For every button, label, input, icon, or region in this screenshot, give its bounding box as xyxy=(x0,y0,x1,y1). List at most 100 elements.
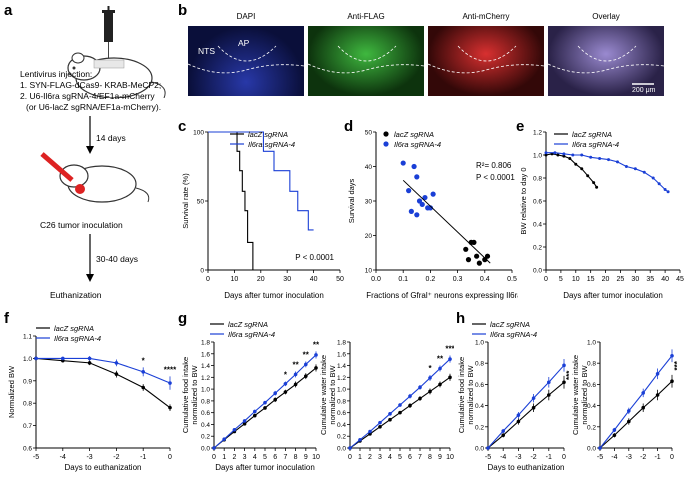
y-tick-label: 1.1 xyxy=(23,334,32,341)
x-tick-label: -5 xyxy=(33,454,39,461)
y-tick-label: 0.6 xyxy=(475,382,484,389)
significance-marker: **** xyxy=(164,365,177,374)
data-point xyxy=(580,167,584,171)
data-point xyxy=(419,201,425,208)
r-squared-annotation: R²= 0.806 xyxy=(476,161,512,170)
data-point xyxy=(388,412,392,416)
x-axis-label: Days after tumor inoculation xyxy=(215,463,315,472)
legend-label: lacZ sgRNA xyxy=(394,130,434,139)
data-point xyxy=(531,396,536,400)
data-point xyxy=(553,151,557,155)
data-point xyxy=(428,389,432,394)
data-point xyxy=(627,409,631,413)
x-axis-label: Days after tumor inoculation xyxy=(563,291,663,300)
data-point xyxy=(438,366,442,371)
data-point xyxy=(398,403,402,407)
data-point xyxy=(408,394,412,398)
data-point xyxy=(378,425,382,429)
y-tick-label: 0.2 xyxy=(201,434,210,441)
x-tick-label: -2 xyxy=(113,454,119,461)
data-point xyxy=(501,433,505,438)
series-line xyxy=(487,381,565,449)
data-point xyxy=(562,152,566,156)
series-line xyxy=(599,380,673,449)
x-tick-label: 0.2 xyxy=(426,276,436,283)
data-point xyxy=(263,400,267,405)
data-point xyxy=(427,205,433,211)
legend-label: Il6ra sgRNA-4 xyxy=(572,140,619,149)
x-axis-label: Days to euthanization xyxy=(65,463,142,472)
data-point xyxy=(641,405,645,410)
data-point xyxy=(263,406,267,410)
micrograph-dapi: NTS AP xyxy=(188,26,304,96)
x-tick-label: -4 xyxy=(611,454,617,461)
significance-marker: *** xyxy=(565,370,574,380)
data-point xyxy=(253,409,257,414)
data-point xyxy=(544,153,548,157)
panel-letter-c: c xyxy=(178,118,187,135)
series-line xyxy=(208,131,314,231)
y-tick-label: 30 xyxy=(365,199,373,206)
data-point xyxy=(114,361,119,365)
legend-marker xyxy=(383,141,389,147)
y-tick-label: 1.8 xyxy=(201,340,210,347)
chart-g-water: 0 1 2 3 4 5 6 7 8 9 10 0.0 0.2 0.4 0.6 0.8 1.0 1.2 1.4 1.6 1… xyxy=(319,340,454,462)
x-tick-label: 10 xyxy=(446,454,454,461)
injection-title: Lentivirus injection: xyxy=(20,69,93,79)
data-point xyxy=(242,422,247,426)
y-tick-label: 1.0 xyxy=(533,153,542,160)
y-tick-label: 0.2 xyxy=(337,434,346,441)
label-nts: NTS xyxy=(198,46,215,56)
y-tick-label: 50 xyxy=(365,130,373,137)
data-point xyxy=(598,446,602,450)
y-tick-label: 40 xyxy=(365,164,373,171)
data-point xyxy=(400,160,406,166)
data-point xyxy=(595,185,599,189)
x-tick-label: -2 xyxy=(530,454,536,461)
data-point xyxy=(615,160,619,164)
data-point xyxy=(418,385,422,390)
x-tick-label: 0 xyxy=(670,454,674,461)
x-tick-label: 0.0 xyxy=(371,276,381,283)
data-point xyxy=(406,188,412,194)
data-point xyxy=(562,363,566,368)
y-axis-label: Survival days xyxy=(347,178,356,223)
data-point xyxy=(411,163,417,170)
chart-d-scatter: 0.0 0.1 0.2 0.3 0.4 0.5 10 20 30 40 50 Fractions of… xyxy=(347,130,518,301)
series-line xyxy=(487,364,565,449)
data-point xyxy=(670,379,674,384)
data-point xyxy=(641,391,645,395)
data-point xyxy=(574,162,578,166)
y-tick-label: 50 xyxy=(197,199,205,206)
data-point xyxy=(663,188,667,191)
x-tick-label: 6 xyxy=(273,454,277,461)
x-tick-label: 9 xyxy=(304,454,308,461)
x-tick-label: -1 xyxy=(140,454,146,461)
x-tick-label: 0 xyxy=(212,454,216,461)
y-axis-label: Normalized BW xyxy=(7,365,16,418)
data-point xyxy=(293,382,298,387)
x-tick-label: 4 xyxy=(388,454,392,461)
data-point xyxy=(448,375,452,380)
y-tick-label: 0.8 xyxy=(23,401,32,408)
x-tick-label: -4 xyxy=(500,454,506,461)
data-point xyxy=(428,376,432,380)
x-tick-label: 0.4 xyxy=(480,276,490,283)
series-line xyxy=(35,357,171,409)
chart-h-food: -5 -4 -3 -2 -1 0 0.0 0.2 0.4 0.6 0.8 1.0 Days to eut… xyxy=(457,320,574,472)
data-point xyxy=(670,353,674,358)
panel-letter-g: g xyxy=(178,310,188,327)
data-point xyxy=(607,158,611,162)
y-tick-label: 0.7 xyxy=(23,423,32,430)
chart-g-food: 0 1 2 3 4 5 6 7 8 9 10 0.0 0.2 0.4 0.6 0.8 1.0 1.2 1.4 1.6 1… xyxy=(181,320,320,472)
data-point xyxy=(34,356,38,361)
y-tick-label: 0.4 xyxy=(475,403,484,410)
data-point xyxy=(398,410,402,415)
y-tick-label: 0.6 xyxy=(337,410,346,417)
injection-step-3: (or U6-lacZ sgRNA/EF1a-mCherry). xyxy=(26,102,162,112)
x-axis-label: Days after tumor inoculation xyxy=(224,291,324,300)
y-tick-label: 1.2 xyxy=(533,130,542,137)
data-point xyxy=(474,253,480,259)
series-line xyxy=(545,153,598,188)
data-point xyxy=(547,393,551,397)
